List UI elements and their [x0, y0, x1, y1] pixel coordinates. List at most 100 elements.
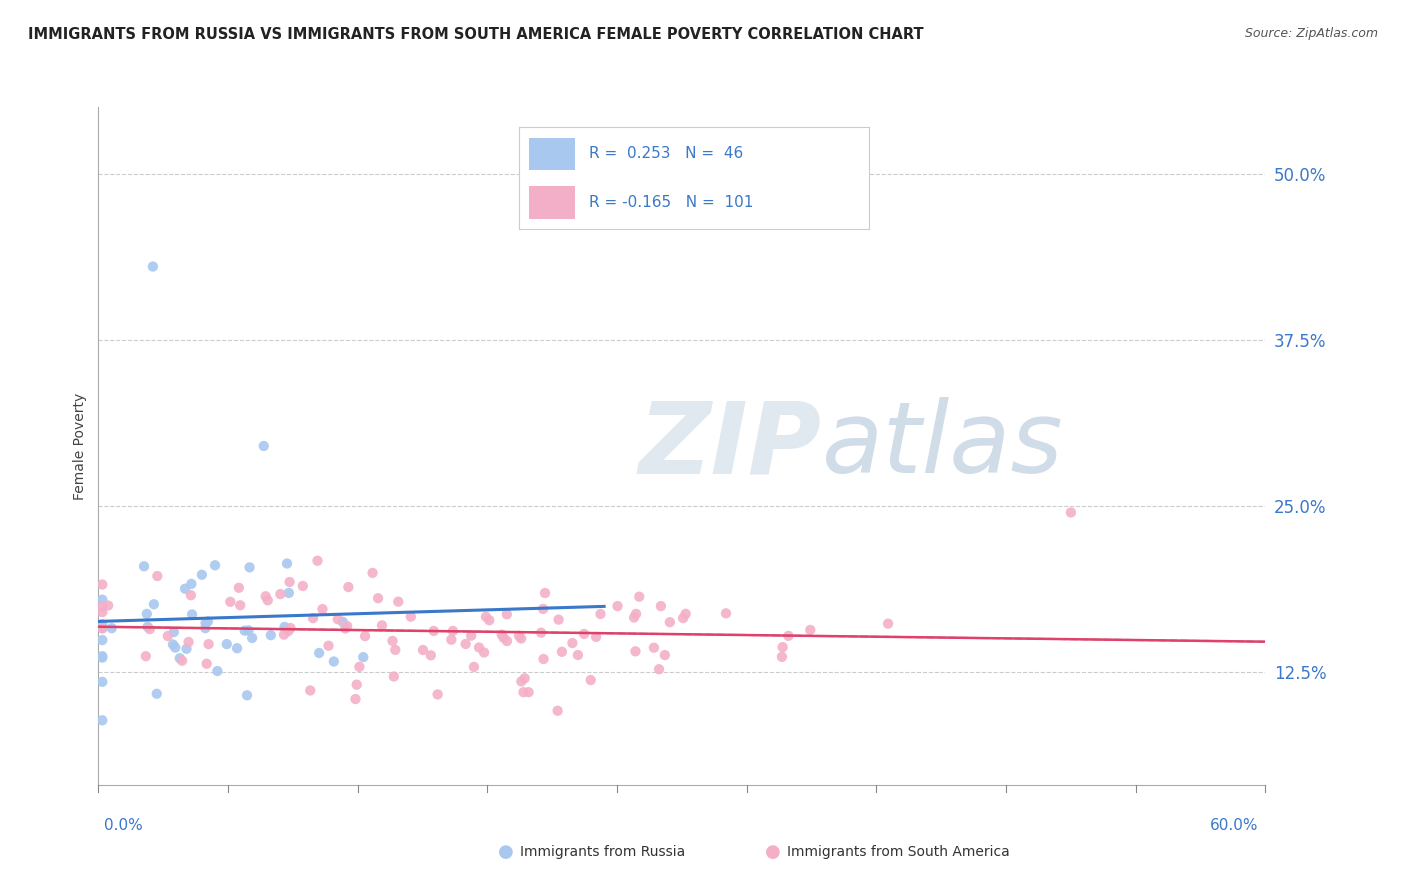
Point — [180, 577, 202, 591]
Point — [197, 615, 219, 629]
Point — [194, 615, 217, 630]
Point — [91, 599, 114, 614]
Point — [336, 619, 359, 633]
Point — [132, 559, 155, 574]
Point — [91, 605, 114, 619]
Text: IMMIGRANTS FROM RUSSIA VS IMMIGRANTS FROM SOUTH AMERICA FEMALE POVERTY CORRELATI: IMMIGRANTS FROM RUSSIA VS IMMIGRANTS FRO… — [28, 27, 924, 42]
Point — [426, 687, 449, 701]
Point — [269, 587, 291, 601]
Point — [585, 630, 607, 644]
Point — [547, 704, 569, 718]
Point — [491, 627, 513, 641]
Point — [799, 623, 821, 637]
Point — [302, 611, 325, 625]
Point — [146, 569, 169, 583]
Point — [349, 660, 371, 674]
Point — [318, 639, 340, 653]
Point — [510, 632, 533, 646]
Point — [371, 618, 394, 632]
Text: Immigrants from Russia: Immigrants from Russia — [520, 845, 686, 859]
Point — [1060, 506, 1083, 520]
Point — [172, 654, 194, 668]
Point — [346, 678, 368, 692]
Point — [623, 610, 645, 624]
Point — [91, 714, 114, 728]
Point — [163, 625, 186, 640]
Point — [463, 660, 485, 674]
Point — [551, 645, 574, 659]
Point — [531, 602, 554, 616]
Text: ●: ● — [498, 843, 515, 861]
Point — [367, 591, 389, 606]
Point — [675, 607, 697, 621]
Point — [772, 640, 794, 655]
Point — [460, 629, 482, 643]
Point — [624, 607, 647, 621]
Point — [332, 615, 354, 629]
Text: Source: ZipAtlas.com: Source: ZipAtlas.com — [1244, 27, 1378, 40]
Point — [672, 611, 695, 625]
Point — [253, 439, 276, 453]
Point — [440, 632, 463, 647]
Point — [533, 652, 555, 666]
Point — [606, 599, 628, 613]
Point — [273, 627, 295, 641]
Point — [273, 620, 295, 634]
Point — [624, 644, 647, 658]
Point — [326, 612, 349, 626]
Point — [478, 613, 501, 627]
Point — [156, 629, 179, 643]
Point — [561, 636, 583, 650]
Point — [441, 624, 464, 638]
Point — [276, 557, 298, 571]
Point — [628, 590, 651, 604]
Point — [382, 669, 405, 683]
Point — [219, 595, 242, 609]
Point — [100, 621, 122, 635]
Point — [176, 641, 198, 656]
Point — [352, 650, 374, 665]
Point — [337, 580, 360, 594]
Point — [361, 566, 384, 580]
Point — [475, 609, 498, 624]
Point — [567, 648, 589, 662]
Text: ZIP: ZIP — [638, 398, 823, 494]
Point — [468, 640, 491, 655]
Point — [204, 558, 226, 573]
Point — [579, 673, 602, 687]
Point — [142, 260, 165, 274]
Point — [91, 621, 114, 635]
Text: ●: ● — [765, 843, 782, 861]
Point — [174, 582, 197, 596]
Point — [236, 688, 259, 702]
Text: 60.0%: 60.0% — [1211, 818, 1258, 832]
Point — [335, 622, 357, 636]
Point — [381, 634, 404, 648]
Point — [238, 624, 260, 638]
Point — [517, 685, 540, 699]
Point — [308, 646, 330, 660]
Point — [91, 621, 114, 635]
Point — [322, 655, 344, 669]
Point — [180, 588, 202, 602]
Point — [139, 622, 162, 636]
Point — [419, 648, 441, 663]
Point — [654, 648, 676, 662]
Point — [229, 599, 252, 613]
Point — [643, 640, 665, 655]
Point — [658, 615, 681, 630]
Point — [169, 651, 191, 665]
Point — [91, 650, 114, 665]
Point — [299, 683, 322, 698]
Point — [770, 649, 793, 664]
Point — [207, 664, 229, 678]
Point — [530, 625, 553, 640]
Point — [496, 634, 519, 648]
Point — [91, 649, 114, 664]
Point — [239, 560, 262, 574]
Point — [423, 624, 446, 638]
Point — [254, 589, 277, 603]
Point — [387, 594, 409, 608]
Point — [142, 597, 165, 611]
Point — [256, 593, 278, 607]
